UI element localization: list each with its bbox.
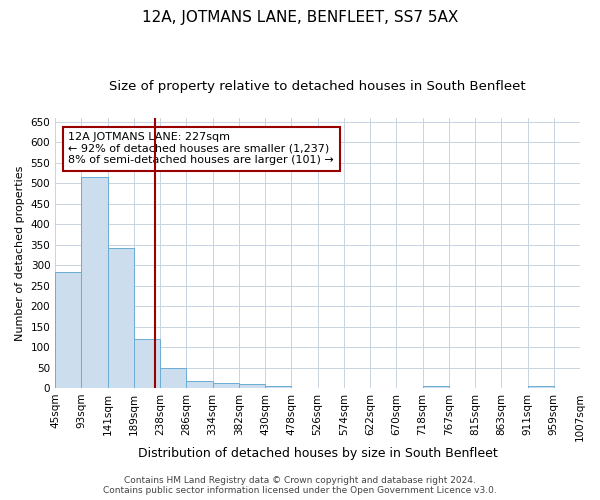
Title: Size of property relative to detached houses in South Benfleet: Size of property relative to detached ho… bbox=[109, 80, 526, 93]
Bar bbox=[134, 340, 160, 388]
Text: 12A, JOTMANS LANE, BENFLEET, SS7 5AX: 12A, JOTMANS LANE, BENFLEET, SS7 5AX bbox=[142, 10, 458, 25]
X-axis label: Distribution of detached houses by size in South Benfleet: Distribution of detached houses by size … bbox=[138, 447, 497, 460]
Text: Contains HM Land Registry data © Crown copyright and database right 2024.
Contai: Contains HM Land Registry data © Crown c… bbox=[103, 476, 497, 495]
Y-axis label: Number of detached properties: Number of detached properties bbox=[15, 165, 25, 340]
Bar bbox=[82, 177, 107, 388]
Bar bbox=[212, 383, 239, 388]
Text: 12A JOTMANS LANE: 227sqm
← 92% of detached houses are smaller (1,237)
8% of semi: 12A JOTMANS LANE: 227sqm ← 92% of detach… bbox=[68, 132, 334, 166]
Bar bbox=[265, 386, 292, 388]
Bar bbox=[55, 272, 82, 388]
Bar bbox=[187, 381, 212, 388]
Bar bbox=[527, 386, 554, 388]
Bar bbox=[160, 368, 187, 388]
Bar bbox=[422, 386, 449, 388]
Bar bbox=[107, 248, 134, 388]
Bar bbox=[239, 384, 265, 388]
